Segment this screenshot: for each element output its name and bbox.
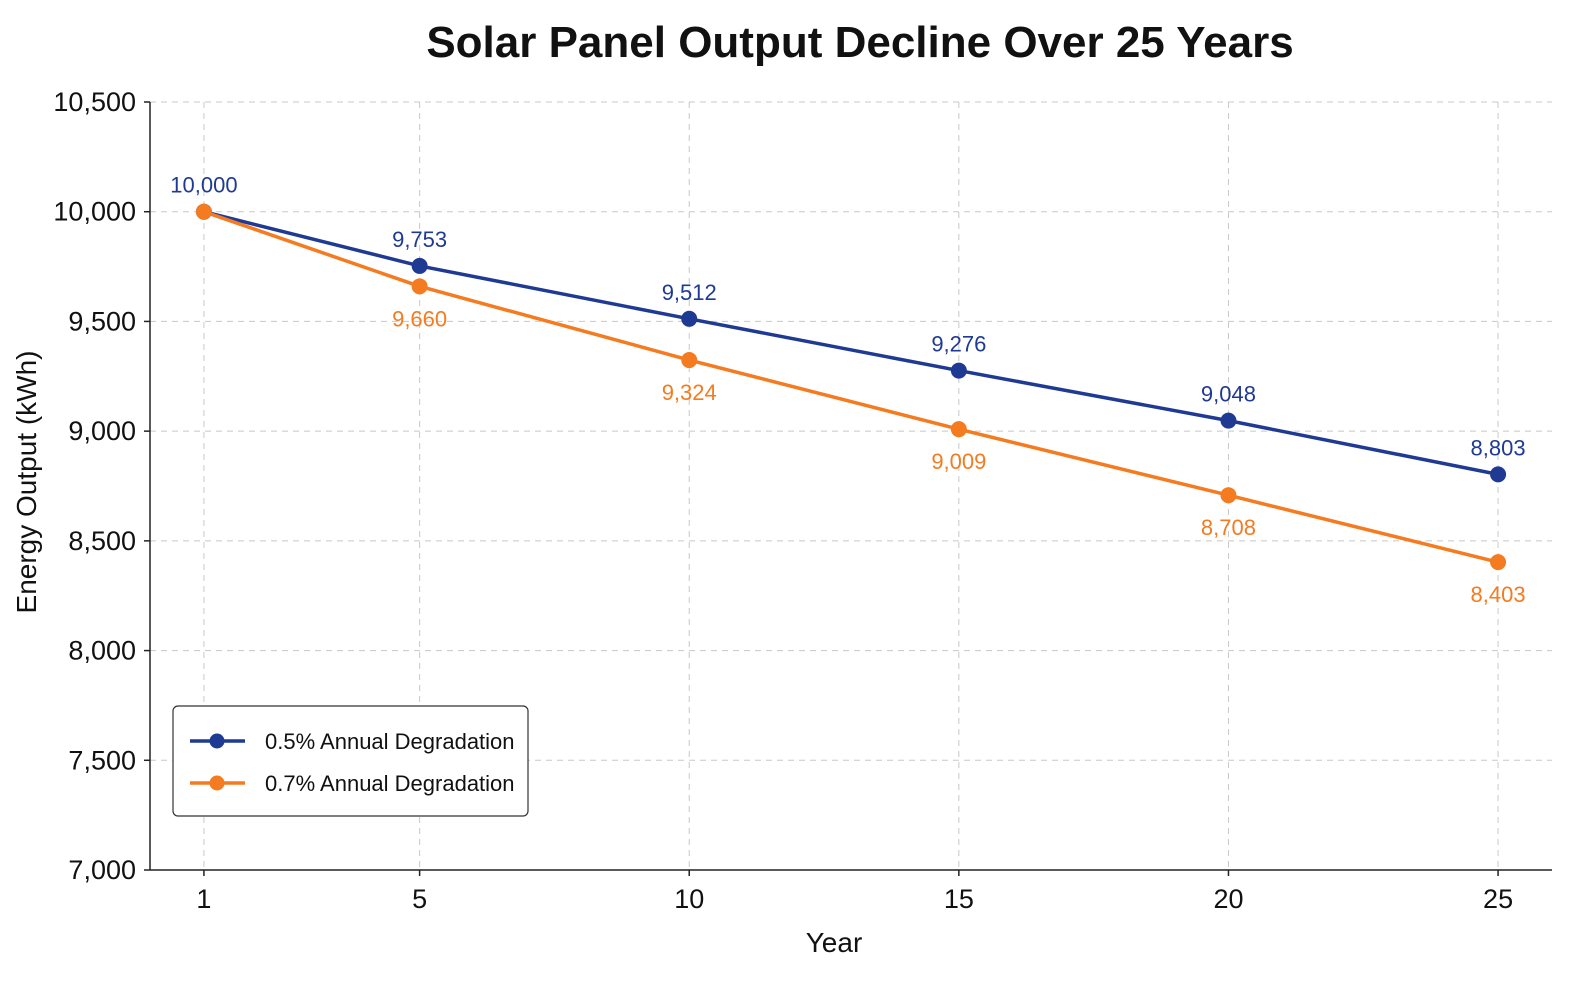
- y-tick-label: 8,000: [68, 636, 136, 666]
- legend-label: 0.5% Annual Degradation: [265, 729, 515, 754]
- data-label: 9,276: [931, 332, 986, 357]
- data-point: [1490, 554, 1507, 571]
- series-line: [203, 210, 1499, 477]
- y-axis-label: Energy Output (kWh): [11, 351, 42, 614]
- x-tick-label: 20: [1213, 884, 1243, 914]
- data-point: [411, 257, 428, 274]
- legend: 0.5% Annual Degradation 0.7% Annual Degra…: [172, 705, 529, 817]
- data-point: [195, 203, 212, 220]
- chart-title: Solar Panel Output Decline Over 25 Years: [426, 18, 1293, 67]
- series-layer: 10,000 9,753 9,512 9,276 9,048 8,803 9,660 9,32…: [170, 173, 1525, 607]
- y-tick-label: 8,500: [68, 526, 136, 556]
- y-tick-label: 7,000: [68, 855, 136, 885]
- data-label: 8,708: [1201, 515, 1256, 540]
- data-point: [1490, 466, 1507, 483]
- data-label: 9,048: [1201, 382, 1256, 407]
- data-label: 8,803: [1471, 435, 1526, 460]
- data-point: [681, 310, 698, 327]
- data-point: [950, 421, 967, 438]
- x-tick-label: 25: [1483, 884, 1513, 914]
- legend-marker: [209, 775, 225, 791]
- data-point: [950, 362, 967, 379]
- y-tick-label: 10,000: [53, 197, 136, 227]
- y-tick-label: 9,000: [68, 416, 136, 446]
- series-1: 10,000 9,753 9,512 9,276 9,048 8,803: [170, 173, 1526, 483]
- data-point: [681, 352, 698, 369]
- x-tick-label: 1: [196, 884, 211, 914]
- data-point: [1220, 487, 1237, 504]
- data-point: [1220, 412, 1237, 429]
- series-2: 9,660 9,324 9,009 8,708 8,403: [195, 203, 1526, 607]
- legend-marker: [209, 733, 225, 749]
- data-label: 9,753: [392, 227, 447, 252]
- data-label: 10,000: [170, 173, 237, 198]
- series-line: [203, 210, 1499, 564]
- data-point: [411, 278, 428, 295]
- x-axis-label: Year: [806, 927, 863, 958]
- data-label: 9,324: [662, 380, 717, 405]
- legend-label: 0.7% Annual Degradation: [265, 771, 515, 796]
- y-tick-label: 10,500: [53, 87, 136, 117]
- data-label: 9,009: [931, 449, 986, 474]
- x-tick-label: 10: [674, 884, 704, 914]
- legend-box: [172, 705, 529, 817]
- x-tick-label: 5: [412, 884, 427, 914]
- data-label: 9,512: [662, 280, 717, 305]
- ticks-layer: 7,000 7,500 8,000 8,500 9,000 9,500 10,000 10,5…: [53, 87, 1513, 914]
- x-tick-label: 15: [944, 884, 974, 914]
- y-tick-label: 9,500: [68, 306, 136, 336]
- y-tick-label: 7,500: [68, 745, 136, 775]
- data-label: 9,660: [392, 306, 447, 331]
- axes-layer: [149, 102, 1552, 871]
- data-label: 8,403: [1471, 582, 1526, 607]
